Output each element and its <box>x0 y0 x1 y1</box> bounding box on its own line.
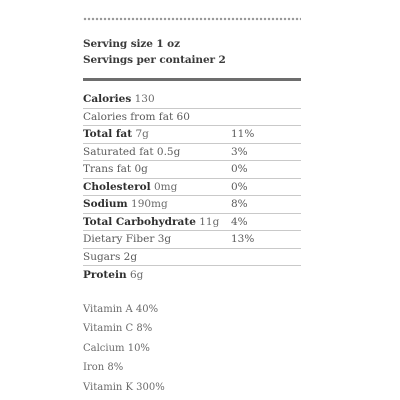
vitamin-list: Vitamin A 40% Vitamin C 8% Calcium 10% I… <box>83 300 301 398</box>
nutrient-amount: 11g <box>199 215 220 228</box>
nutrient-row-sugars: Sugars 2g <box>83 249 301 266</box>
nutrient-amount: 6g <box>129 268 144 281</box>
nutrient-row-saturated-fat: Saturated fat 0.5g 3% <box>83 144 301 161</box>
serving-size: Serving size 1 oz <box>83 38 180 50</box>
nutrient-row-dietary-fiber: Dietary Fiber 3g 13% <box>83 231 301 249</box>
vitamin-c: Vitamin C 8% <box>83 323 153 334</box>
nutrient-row-protein: Protein 6g <box>83 266 301 284</box>
nutrient-amount: 0mg <box>153 180 178 193</box>
nutrient-name: Sodium <box>83 198 128 211</box>
nutrient-row-calories-from-fat: Calories from fat 60 <box>83 109 301 126</box>
nutrient-list: Calories 130 Calories from fat 60 Total … <box>83 91 301 284</box>
nutrient-name: Trans fat 0g <box>83 163 148 176</box>
nutrient-row-calories: Calories 130 <box>83 91 301 109</box>
calcium: Calcium 10% <box>83 342 150 354</box>
vitamin-k: Vitamin K 300% <box>83 381 165 393</box>
nutrient-name: Calories from fat 60 <box>83 110 190 123</box>
nutrient-name: Total Carbohydrate <box>83 215 196 228</box>
servings-per-container: Servings per container 2 <box>83 54 226 66</box>
nutrient-amount: 130 <box>134 93 155 106</box>
nutrient-row-sodium: Sodium 190mg 8% <box>83 196 301 214</box>
nutrient-row-cholesterol: Cholesterol 0mg 0% <box>83 179 301 196</box>
nutrient-row-total-carbohydrate: Total Carbohydrate 11g 4% <box>83 214 301 231</box>
nutrient-name: Protein <box>83 268 127 281</box>
vitamin-a: Vitamin A 40% <box>83 303 159 315</box>
nutrient-name: Total fat <box>83 128 133 141</box>
perforated-edge <box>83 17 301 21</box>
nutrient-name: Saturated fat 0.5g <box>83 145 181 158</box>
nutrient-amount: 7g <box>135 128 149 141</box>
nutrient-name: Sugars 2g <box>83 250 138 263</box>
nutrient-row-total-fat: Total fat 7g 11% <box>83 126 301 144</box>
daily-value: 8% <box>231 198 248 211</box>
iron: Iron 8% <box>83 362 124 373</box>
nutrient-amount: 190mg <box>131 198 168 211</box>
nutrient-name: Cholesterol <box>83 180 151 193</box>
daily-value: 11% <box>231 128 255 141</box>
daily-value: 4% <box>231 215 248 228</box>
daily-value: 13% <box>231 233 255 246</box>
daily-value: 0% <box>231 180 248 193</box>
nutrient-name: Calories <box>83 93 132 106</box>
daily-value: 3% <box>231 145 248 158</box>
section-divider <box>83 78 301 81</box>
nutrient-row-trans-fat: Trans fat 0g 0% <box>83 161 301 179</box>
daily-value: 0% <box>231 163 248 176</box>
nutrition-facts-panel: Serving size 1 oz Servings per container… <box>83 36 301 397</box>
nutrient-name: Dietary Fiber 3g <box>83 233 172 246</box>
